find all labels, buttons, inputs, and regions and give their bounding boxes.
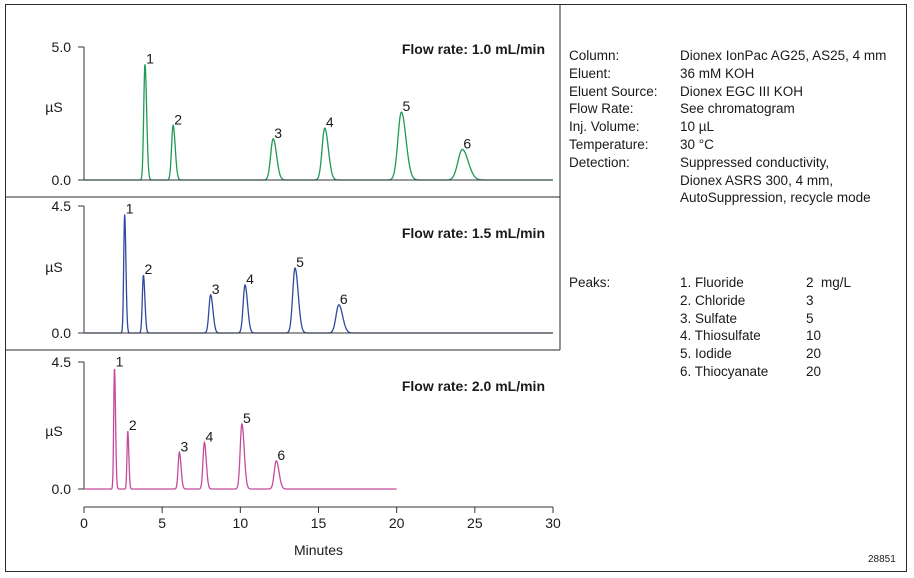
peak-name: 6. Thiocyanate: [680, 364, 769, 379]
peaks-title: Peaks:: [569, 275, 611, 290]
condition-label: Flow Rate:: [569, 101, 634, 117]
condition-value: See chromatogram: [680, 101, 795, 117]
condition-label: Eluent:: [569, 65, 612, 81]
y-tick-label: 0.0: [52, 481, 72, 497]
x-tick-label: 10: [233, 515, 249, 531]
x-tick-label: 15: [311, 515, 327, 531]
chromatogram-trace-panel-3: [84, 368, 397, 490]
peak-name: 2. Chloride: [680, 292, 746, 308]
condition-value: Suppressed conductivity,: [680, 154, 830, 170]
y-tick-label: 4.5: [52, 354, 72, 370]
peak-number-label: 1: [146, 50, 154, 66]
x-axis-label: Minutes: [294, 542, 343, 558]
condition-label: Column:: [569, 48, 620, 63]
peak-name: 1. Fluoride: [680, 275, 744, 290]
condition-label: Inj. Volume:: [569, 119, 640, 135]
y-axis-label: µS: [45, 99, 62, 115]
peak-number-label: 3: [212, 281, 220, 297]
peak-number-label: 3: [180, 438, 188, 454]
condition-value: Dionex IonPac AG25, AS25, 4 mm: [680, 48, 887, 63]
peak-number-label: 2: [145, 261, 153, 277]
y-axis-label: µS: [45, 259, 62, 275]
peak-concentration: 3: [806, 292, 814, 308]
peak-number-label: 6: [277, 447, 285, 463]
peak-number-label: 3: [274, 125, 282, 141]
peak-number-label: 4: [326, 114, 334, 130]
y-tick-label: 4.5: [52, 198, 72, 214]
condition-value: 36 mM KOH: [680, 65, 755, 81]
x-tick-label: 0: [80, 515, 88, 531]
peak-number-label: 6: [463, 135, 471, 151]
peak-name: 3. Sulfate: [680, 310, 738, 326]
condition-value: AutoSuppression, recycle mode: [680, 190, 871, 206]
condition-value: 10 µL: [680, 119, 715, 135]
condition-value: 30 °C: [680, 137, 714, 152]
peak-number-label: 5: [243, 410, 251, 426]
peak-number-label: 2: [129, 417, 137, 433]
peak-number-label: 1: [116, 354, 124, 370]
panel-title: Flow rate: 2.0 mL/min: [402, 378, 545, 394]
chromatogram-trace-panel-1: [84, 64, 553, 181]
condition-label: Temperature:: [569, 137, 649, 152]
condition-label: Detection:: [569, 154, 630, 170]
peak-number-label: 1: [126, 200, 134, 216]
peak-name: 4. Thiosulfate: [680, 328, 761, 344]
condition-value: Dionex ASRS 300, 4 mm,: [680, 172, 834, 188]
panel-title: Flow rate: 1.5 mL/min: [402, 225, 545, 241]
peak-number-label: 2: [174, 111, 182, 127]
peak-concentration: 20: [806, 364, 822, 379]
peak-name: 5. Iodide: [680, 346, 732, 362]
peak-concentration: 10: [806, 328, 822, 344]
peak-number-label: 4: [205, 428, 213, 444]
x-tick-label: 5: [158, 515, 166, 531]
x-tick-label: 25: [467, 515, 483, 531]
y-tick-label: 0.0: [52, 325, 72, 341]
figure-id: 28851: [868, 554, 896, 565]
peak-number-label: 5: [402, 98, 410, 114]
peak-concentration: 20: [806, 346, 822, 362]
y-tick-label: 0.0: [52, 172, 72, 188]
figure-frame: [5, 4, 907, 572]
peak-number-label: 4: [246, 271, 254, 287]
x-tick-label: 20: [389, 515, 405, 531]
y-axis-label: µS: [45, 423, 62, 439]
peak-concentration: 2 mg/L: [806, 275, 852, 290]
condition-label: Eluent Source:: [569, 83, 658, 99]
peak-number-label: 6: [340, 291, 348, 307]
y-tick-label: 5.0: [52, 39, 72, 55]
panel-title: Flow rate: 1.0 mL/min: [402, 41, 545, 57]
peak-number-label: 5: [296, 254, 304, 270]
x-tick-label: 30: [545, 515, 561, 531]
condition-value: Dionex EGC III KOH: [680, 83, 804, 99]
peak-concentration: 5: [806, 310, 814, 326]
